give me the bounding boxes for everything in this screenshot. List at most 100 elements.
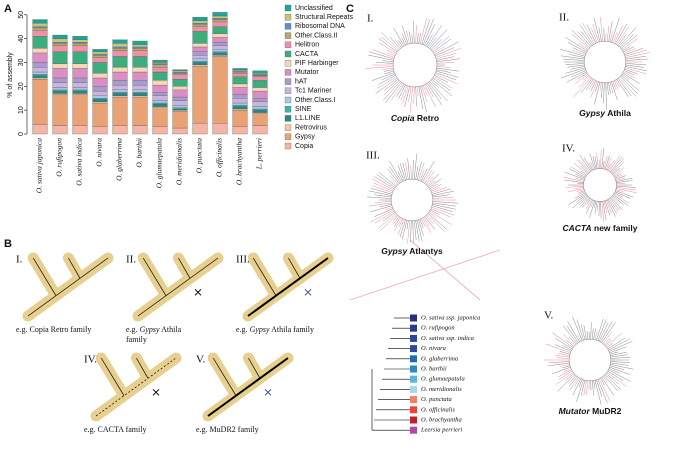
tree-leaf [404,86,410,108]
x-tick-label: O. sativa indica [75,138,84,186]
tree-leaf [607,199,616,217]
tree-leaf [614,191,631,199]
bar-segment [172,89,188,98]
bar-segment [212,42,228,46]
bar-segment [92,98,108,100]
bar-segment [252,112,268,114]
bar-segment [132,89,148,93]
tree-leaf [616,185,636,188]
tree-leaf [576,189,585,192]
tree-leaf [413,153,418,180]
tree-leaf [624,68,638,74]
tree-leaf [420,218,426,227]
tree-leaf [595,81,599,92]
label-part: new family [592,223,638,233]
tree-leaf [426,214,446,233]
bar-segment [152,102,168,105]
bar-segment [92,90,108,96]
tree-leaf [610,365,625,370]
tree-leaf [576,194,587,203]
bar-segment [212,55,228,57]
mutation-cross [264,388,272,396]
bar-segment [152,71,168,81]
tree-leaf [582,22,595,45]
tree-leaf [372,178,394,191]
tree-leaf [577,31,592,47]
caption-part: e.g. CACTA family [84,425,146,434]
tree-leaf [618,77,637,97]
tree-label: Copia Retro [391,113,439,123]
tree-leaf [433,76,453,89]
tree-leaf [618,27,637,47]
bar-segment [92,73,108,79]
bar-segment [52,51,68,64]
tree-leaf [602,331,613,344]
diagram-caption: family [126,335,147,344]
tree-leaf [560,68,586,79]
tree-leaf [368,190,392,196]
tree-leaf [370,205,392,213]
tree-leaf [609,156,623,173]
tree-leaf [578,190,585,194]
tree-leaf [572,316,583,341]
tree-leaf [434,73,458,85]
bar-segment [232,108,248,111]
tree-leaf [602,376,608,383]
tree-leaf [408,31,412,44]
tree-leaf [604,155,610,170]
tree-leaf [616,26,630,45]
tree-leaf [431,36,450,52]
tree-branch [68,257,81,279]
tree-leaf [575,74,589,84]
tree-numeral: III. [366,150,380,162]
bar-segment [92,49,108,52]
caption-part: Gypsy [140,325,160,334]
tree-leaf [593,380,596,390]
tree-leaf [556,372,574,385]
tree-leaf [415,220,420,242]
tree-leaf [566,325,579,343]
bar-segment [172,110,188,112]
bar-segment [72,125,88,135]
tree-leaf [608,159,615,171]
tree-leaf [621,38,638,50]
tree-leaf [420,168,428,182]
tree-label: CACTA new family [563,223,638,233]
tree-leaf [605,333,622,347]
tree-leaf [432,188,451,195]
tree-leaf [428,37,437,48]
bar-segment [32,26,48,29]
tree-leaf [619,76,639,94]
bar-segment [192,24,208,27]
bar-segment [232,69,248,71]
tree-branch [95,357,177,417]
tree-leaf [428,212,437,218]
tree-leaf [384,80,400,95]
tree-leaf [603,155,608,170]
tree-leaf [604,339,612,346]
species-swatch [410,396,417,404]
bar-segment [192,17,208,21]
tree-leaf [378,213,397,228]
tree-leaf [578,76,591,88]
bar-segment [72,43,88,46]
tree-leaf [421,19,430,45]
tree-leaf [422,160,435,183]
tree-leaf [620,75,639,91]
tree-label: Mutator MuDR2 [559,406,622,416]
tree-leaf [604,374,622,391]
bar-segment [92,126,108,135]
tree-leaf [590,200,595,208]
tree-leaf [617,34,627,46]
legend-swatch [284,142,292,150]
bar-segment [92,95,108,99]
tree-leaf [374,201,392,203]
species-swatch [410,355,417,363]
tree-leaf [380,31,400,50]
bar-segment [132,40,148,45]
tree-leaf [625,52,650,58]
bar-segment [232,68,248,70]
mutation-cross [194,288,202,296]
bar-segment [232,106,248,110]
tree-leaf [613,25,623,44]
